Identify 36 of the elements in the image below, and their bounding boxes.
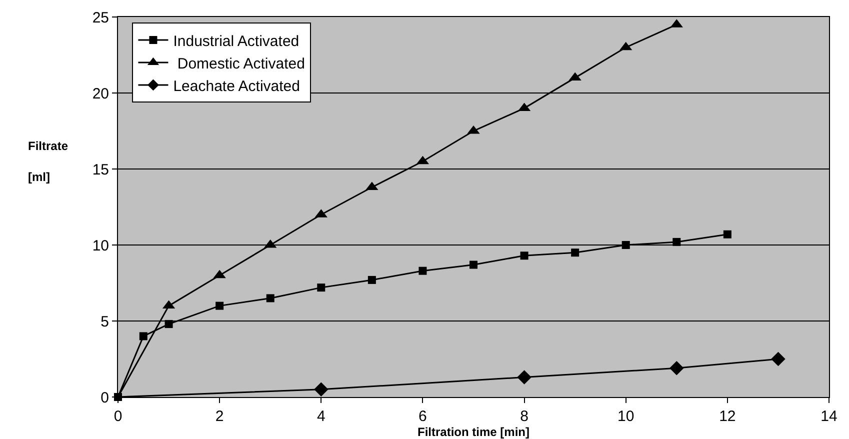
y-tick-label: 20 <box>92 85 109 102</box>
x-tick-label: 6 <box>418 408 427 425</box>
point <box>517 370 532 384</box>
point <box>723 230 732 238</box>
point <box>314 382 328 397</box>
y-tick-label: 0 <box>100 389 109 406</box>
x-tick-label: 10 <box>618 408 634 425</box>
y-tick-label: 25 <box>92 9 109 26</box>
legend-label: Domestic Activated <box>173 55 305 72</box>
text: Filtrate [ml] <box>28 139 68 184</box>
x-tick-label: 14 <box>820 408 838 425</box>
legend-label: Industrial Activated <box>173 32 300 50</box>
x-axis-title: Filtration time [min] <box>418 425 530 439</box>
x-tick-label: 4 <box>316 408 326 425</box>
x-tick-label: 2 <box>215 408 224 425</box>
y-tick-label: 15 <box>92 161 109 178</box>
point <box>771 352 786 366</box>
x-tick-label: 0 <box>114 408 122 425</box>
point <box>139 332 148 340</box>
point <box>418 266 427 275</box>
point <box>520 252 528 260</box>
y-tick-label: 10 <box>92 237 109 254</box>
x-tick-label: 8 <box>520 408 528 425</box>
point <box>470 260 478 269</box>
point <box>672 238 681 246</box>
x-tick-label: 12 <box>719 408 736 425</box>
point <box>669 360 684 376</box>
point <box>317 284 326 292</box>
point <box>622 241 630 249</box>
point <box>266 294 274 302</box>
point <box>571 248 580 257</box>
legend-label: Leachate Activated <box>173 78 300 95</box>
point <box>164 320 173 328</box>
y-tick-label: 5 <box>100 313 109 330</box>
point <box>368 276 376 284</box>
point <box>216 302 224 310</box>
